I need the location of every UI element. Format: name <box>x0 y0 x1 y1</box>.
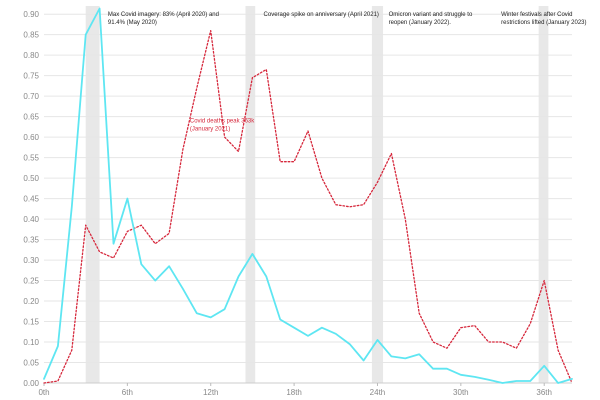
annotation-line: Max Covid imagery: 83% (April 2020) and <box>108 12 219 18</box>
x-tick-label: 0th <box>38 388 49 397</box>
y-tick-label: 0.00 <box>23 379 39 388</box>
x-tick-label: 36th <box>536 388 552 397</box>
annotation-text: Omicron variant and struggle to reopen (J… <box>389 12 473 26</box>
x-tick-label: 30th <box>453 388 469 397</box>
y-tick-label: 0.10 <box>23 338 39 347</box>
annotation-text: Max Covid imagery: 83% (April 2020) and 9… <box>108 12 219 26</box>
y-tick-label: 0.50 <box>23 174 39 183</box>
y-tick-label: 0.30 <box>23 256 39 265</box>
x-tick-label: 24th <box>370 388 386 397</box>
annotation-line: Omicron variant and struggle to <box>389 12 473 18</box>
highlight-band-3 <box>538 6 549 383</box>
x-tick-label: 6th <box>122 388 133 397</box>
y-tick-label: 0.75 <box>23 72 39 81</box>
y-tick-label: 0.65 <box>23 113 39 122</box>
y-axis-ticks: 0.00 0.05 0.10 0.15 0.20 0.25 0.30 0.35 0.40 0.45… <box>23 10 39 388</box>
y-tick-label: 0.45 <box>23 195 39 204</box>
annotation-line: 91.4% (May 2020) <box>108 20 157 26</box>
y-tick-label: 0.85 <box>23 31 39 40</box>
y-tick-label: 0.80 <box>23 51 39 60</box>
annotation-line: reopen (January 2022). <box>389 20 452 26</box>
series-lines <box>43 7 573 384</box>
y-tick-label: 0.70 <box>23 92 39 101</box>
series-line-imagery <box>43 7 573 384</box>
y-tick-label: 0.90 <box>23 10 39 19</box>
highlight-bands <box>85 6 549 383</box>
y-tick-label: 0.20 <box>23 297 39 306</box>
highlight-band-0 <box>85 6 100 383</box>
annotation-line: Covid deaths peak 363k <box>190 119 255 125</box>
series-line-deaths <box>43 29 573 384</box>
y-tick-label: 0.55 <box>23 154 39 163</box>
highlight-band-2 <box>371 6 384 383</box>
x-tick-label: 18th <box>286 388 302 397</box>
annotation-line: (January 2021) <box>190 127 230 133</box>
y-tick-label: 0.60 <box>23 133 39 142</box>
grid-lines <box>44 13 572 384</box>
annotation-text: Covid deaths peak 363k (January 2021) <box>190 119 255 133</box>
y-tick-label: 0.05 <box>23 359 39 368</box>
annotations: Max Covid imagery: 83% (April 2020) and 9… <box>108 12 587 133</box>
annotation-line: restrictions lifted (January 2023) <box>501 20 586 26</box>
y-tick-label: 0.40 <box>23 215 39 224</box>
annotation-text: Coverage spike on anniversary (April 202… <box>264 12 379 18</box>
annotation-line: Coverage spike on anniversary (April 202… <box>264 12 379 18</box>
y-tick-label: 0.25 <box>23 277 39 286</box>
x-axis-ticks: 0th 6th 12th 18th 24th 30th 36th <box>38 382 572 397</box>
highlight-band-1 <box>245 6 256 383</box>
annotation-line: Winter festivals after Covid <box>501 12 572 18</box>
x-tick-label: 12th <box>203 388 219 397</box>
annotation-text: Winter festivals after Covid restrictions… <box>501 12 586 26</box>
y-tick-label: 0.35 <box>23 236 39 245</box>
y-tick-label: 0.15 <box>23 318 39 327</box>
